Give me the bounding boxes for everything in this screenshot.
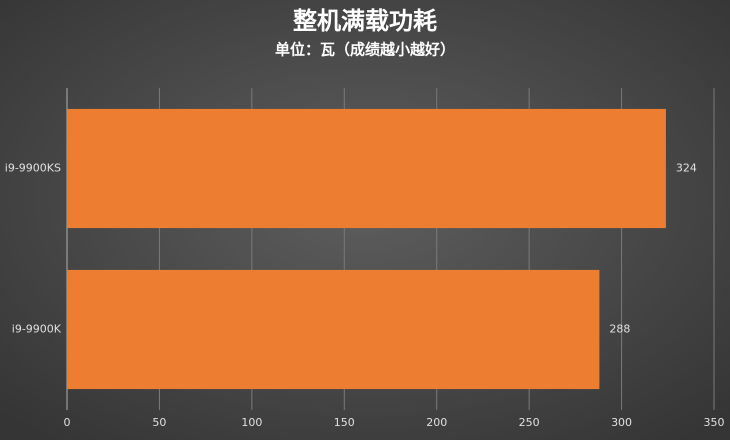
chart-subtitle: 单位：瓦（成绩越小越好） xyxy=(275,41,455,59)
x-tick-label: 100 xyxy=(241,416,262,429)
bar xyxy=(67,108,666,229)
x-tick-label: 150 xyxy=(334,416,355,429)
x-tick-label: 250 xyxy=(519,416,540,429)
x-tick-label: 300 xyxy=(611,416,632,429)
data-label: 324 xyxy=(676,162,697,175)
x-tick-label: 350 xyxy=(704,416,725,429)
chart-title: 整机满载功耗 xyxy=(293,7,437,35)
x-tick-label: 50 xyxy=(152,416,166,429)
x-tick-label: 0 xyxy=(64,416,71,429)
y-tick-label: i9-9900KS xyxy=(5,162,61,175)
y-tick-label: i9-9900K xyxy=(12,323,62,336)
data-label: 288 xyxy=(609,323,630,336)
x-tick-label: 200 xyxy=(426,416,447,429)
bar xyxy=(67,269,600,390)
